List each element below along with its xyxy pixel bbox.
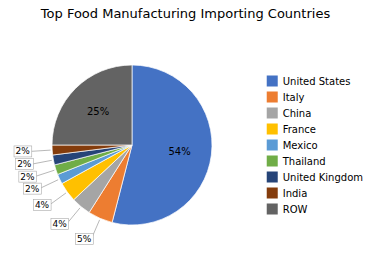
legend-swatch: [267, 172, 278, 183]
legend-label: ROW: [283, 204, 308, 215]
legend-item: Italy: [267, 92, 305, 103]
label-box: [33, 200, 51, 211]
data-label: 4%: [35, 200, 50, 210]
slice: [52, 65, 132, 145]
legend-swatch: [267, 124, 278, 135]
label-box: [24, 183, 42, 194]
label-box: [14, 146, 32, 157]
slice: [53, 145, 132, 165]
legend-label: United States: [283, 76, 351, 87]
legend-label: India: [283, 188, 308, 199]
chart: Top Food Manufacturing Importing Countri…: [0, 0, 371, 257]
legend-swatch: [267, 108, 278, 119]
legend-label: Italy: [283, 92, 305, 103]
data-label: 2%: [20, 172, 35, 182]
legend-swatch: [267, 156, 278, 167]
legend-label: France: [283, 124, 316, 135]
legend-label: United Kingdom: [283, 172, 363, 183]
legend-item: United Kingdom: [267, 172, 363, 183]
legend-item: United States: [267, 76, 351, 87]
leader-line: [35, 170, 55, 176]
data-label: 25%: [87, 106, 109, 117]
leader-line: [39, 180, 58, 189]
legend-item: India: [267, 188, 308, 199]
pie: 54% 25% 5% 4%4% 2% 2% 2% 2%: [14, 65, 212, 244]
legend-label: China: [283, 108, 312, 119]
legend-swatch: [267, 204, 278, 215]
data-label: 54%: [169, 146, 191, 157]
legend-item: Thailand: [267, 156, 326, 167]
legend-label: Thailand: [282, 156, 326, 167]
legend-swatch: [267, 188, 278, 199]
leader-line: [31, 160, 51, 164]
legend-item: ROW: [267, 204, 308, 215]
legend-item: China: [267, 108, 312, 119]
leader-line: [49, 193, 66, 205]
label-box: [16, 159, 34, 170]
data-label: 2%: [16, 146, 31, 156]
legend-swatch: [267, 92, 278, 103]
data-label: 2%: [17, 159, 32, 169]
leader-line: [30, 150, 51, 151]
label-box: [19, 171, 37, 182]
label-box: [76, 233, 94, 244]
legend-item: Mexico: [267, 140, 318, 151]
data-label: 2%: [25, 184, 40, 194]
legend-swatch: [267, 140, 278, 151]
title: Top Food Manufacturing Importing Countri…: [40, 6, 331, 21]
legend: United States Italy China France Mexico Thail…: [267, 76, 363, 215]
slice: [52, 145, 132, 155]
data-labels: 54% 25% 5% 4%4% 2% 2% 2% 2%: [14, 106, 191, 245]
legend-label: Mexico: [283, 140, 318, 151]
legend-item: France: [267, 124, 316, 135]
data-label: 4%: [52, 219, 67, 229]
data-label: 5%: [77, 234, 92, 244]
legend-swatch: [267, 76, 278, 87]
label-box: [51, 218, 69, 229]
